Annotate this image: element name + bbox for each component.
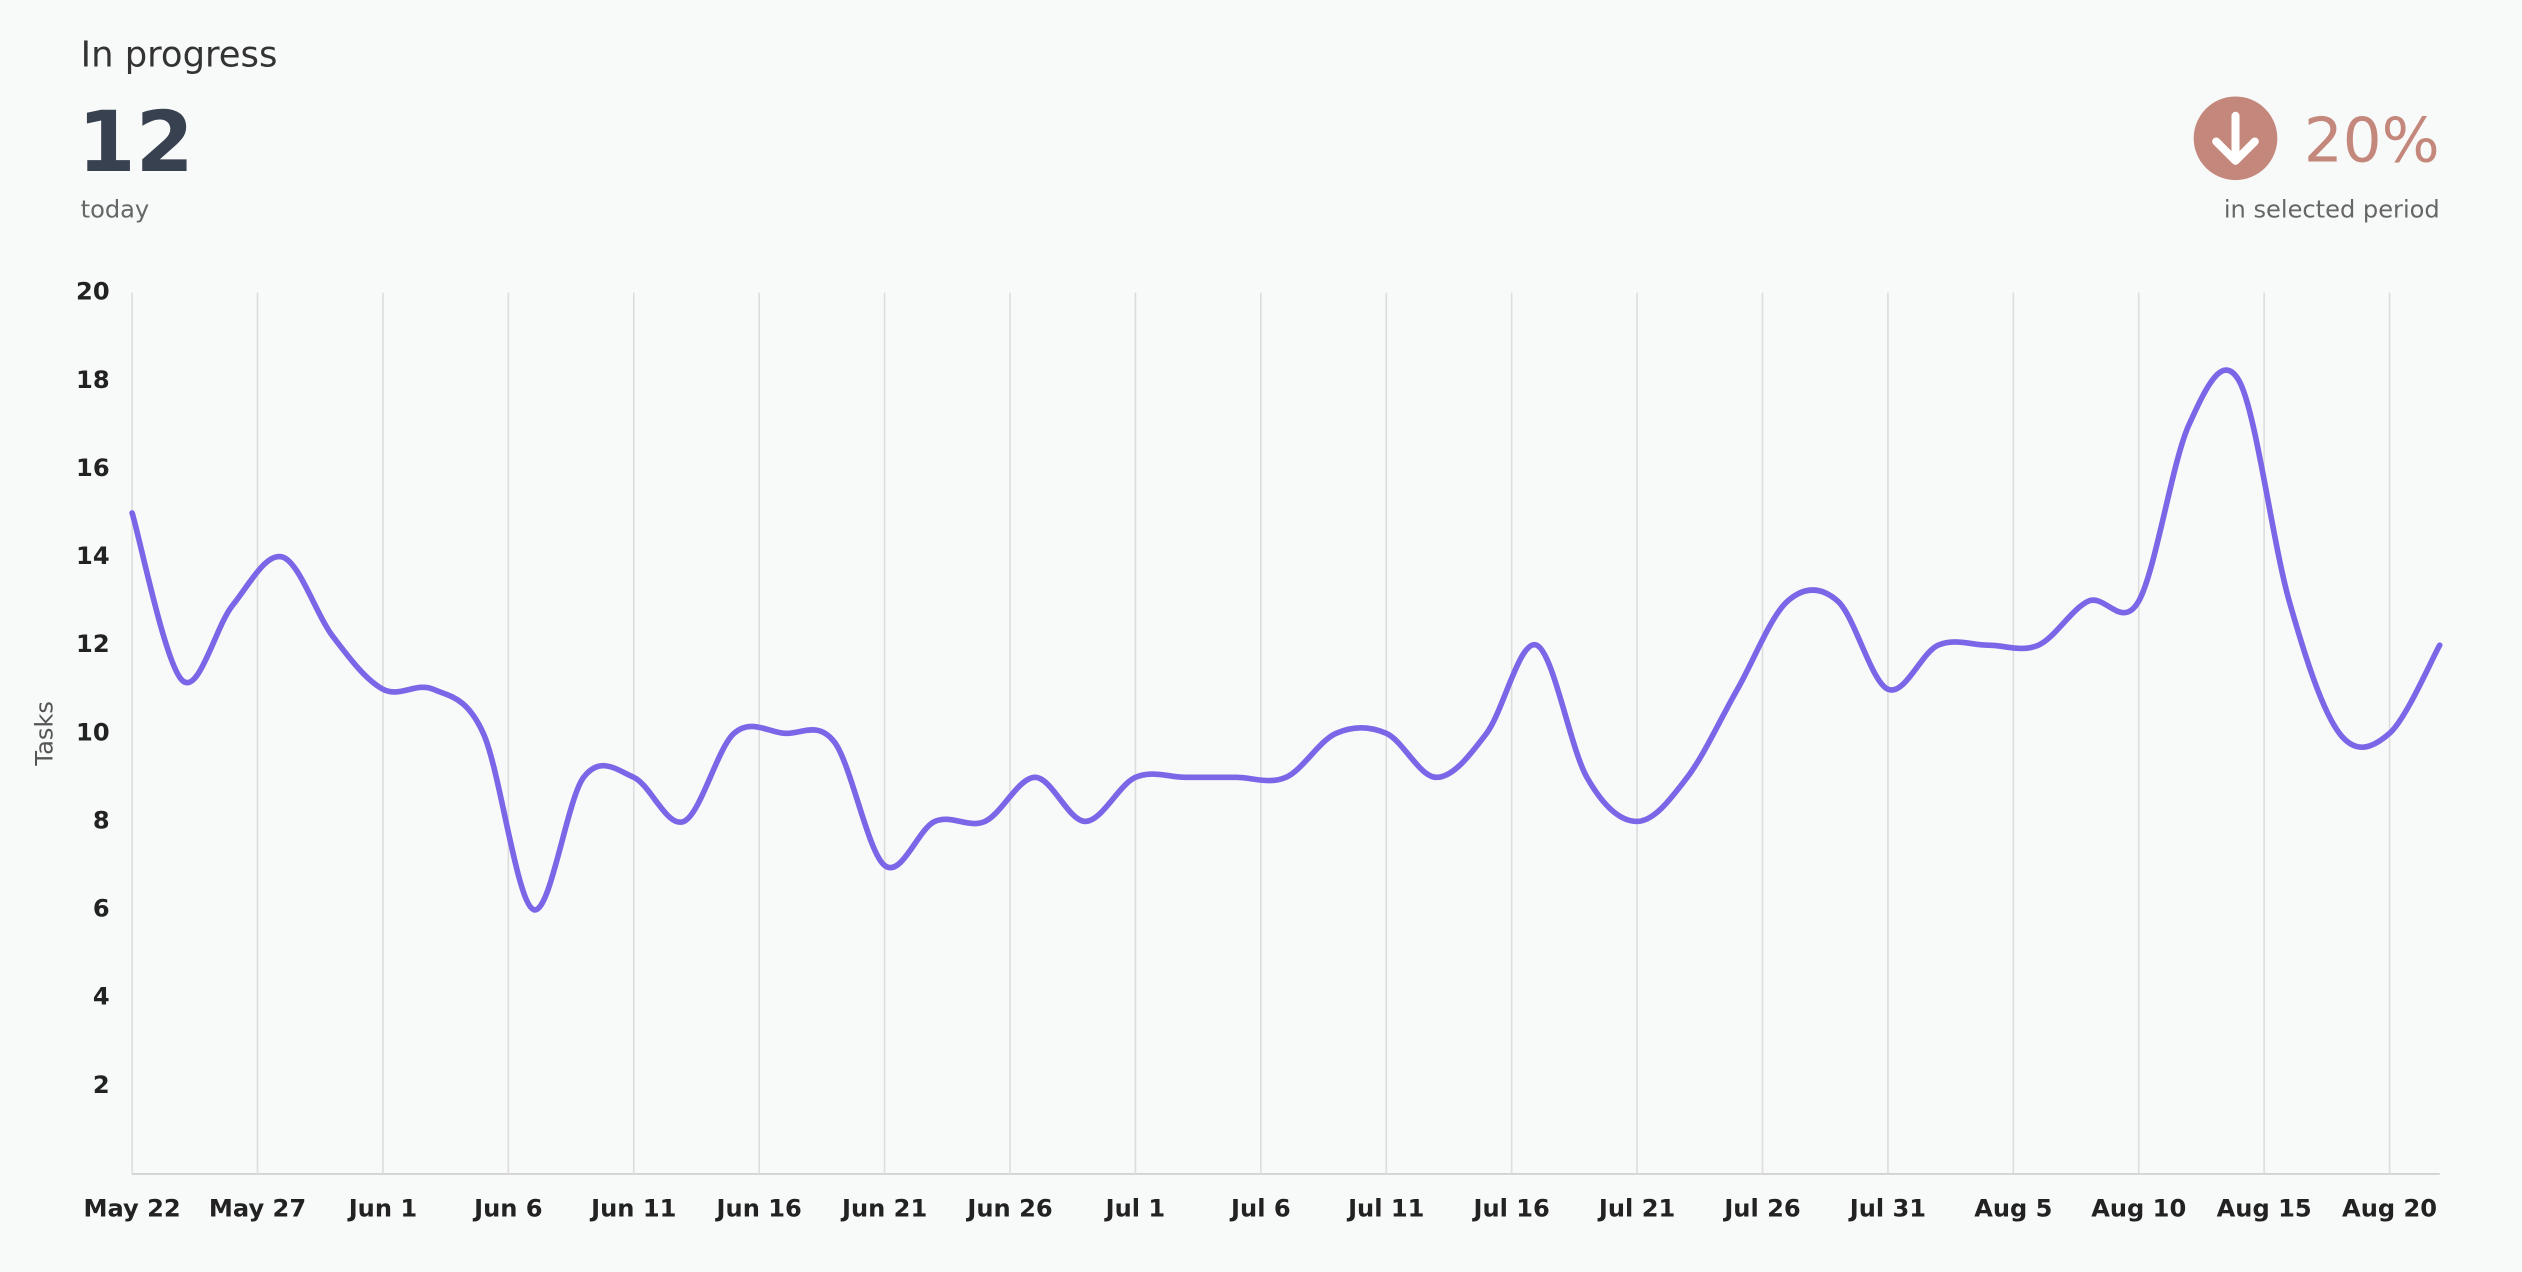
current-value: 12 — [77, 93, 193, 191]
x-tick-label: Jul 6 — [1229, 1194, 1291, 1222]
data-line — [129, 367, 2443, 913]
x-tick-label: Jul 26 — [1722, 1194, 1800, 1222]
value-caption: today — [81, 196, 150, 224]
y-tick-label: 16 — [76, 454, 110, 482]
x-tick-label: Jul 31 — [1848, 1194, 1926, 1222]
y-tick-label: 12 — [76, 630, 110, 658]
x-tick-label: Aug 10 — [2091, 1194, 2186, 1222]
x-tick-label: May 22 — [84, 1194, 181, 1222]
x-tick-label: Jun 6 — [472, 1194, 542, 1222]
x-tick-label: Jul 11 — [1346, 1194, 1424, 1222]
x-tick-label: Jul 1 — [1104, 1194, 1166, 1222]
x-tick-label: Jun 26 — [965, 1194, 1052, 1222]
x-tick-label: Jun 21 — [840, 1194, 927, 1222]
y-tick-label: 14 — [76, 542, 110, 570]
trend-badge — [2193, 96, 2278, 181]
x-tick-label: Aug 15 — [2217, 1194, 2312, 1222]
x-tick-label: Aug 20 — [2342, 1194, 2437, 1222]
x-tick-label: Jun 16 — [715, 1194, 802, 1222]
y-tick-label: 20 — [76, 278, 110, 306]
x-tick-label: Jun 11 — [589, 1194, 676, 1222]
down-arrow — [2212, 111, 2259, 165]
y-tick-label: 8 — [93, 806, 110, 834]
change-caption: in selected period — [2224, 196, 2440, 224]
y-axis-label: Tasks — [30, 701, 58, 767]
y-tick-label: 18 — [76, 366, 110, 394]
change-value: 20% — [2304, 105, 2440, 176]
x-tick-label: Jun 1 — [347, 1194, 417, 1222]
y-tick-label: 4 — [93, 983, 110, 1011]
y-tick-label: 2 — [93, 1071, 110, 1099]
x-tick-label: Aug 5 — [1974, 1194, 2052, 1222]
card-title: In progress — [81, 34, 278, 75]
x-tick-label: Jul 21 — [1597, 1194, 1675, 1222]
y-tick-label: 10 — [76, 718, 110, 746]
y-tick-label: 6 — [93, 895, 110, 923]
x-tick-label: May 27 — [209, 1194, 306, 1222]
x-tick-label: Jul 16 — [1471, 1194, 1549, 1222]
